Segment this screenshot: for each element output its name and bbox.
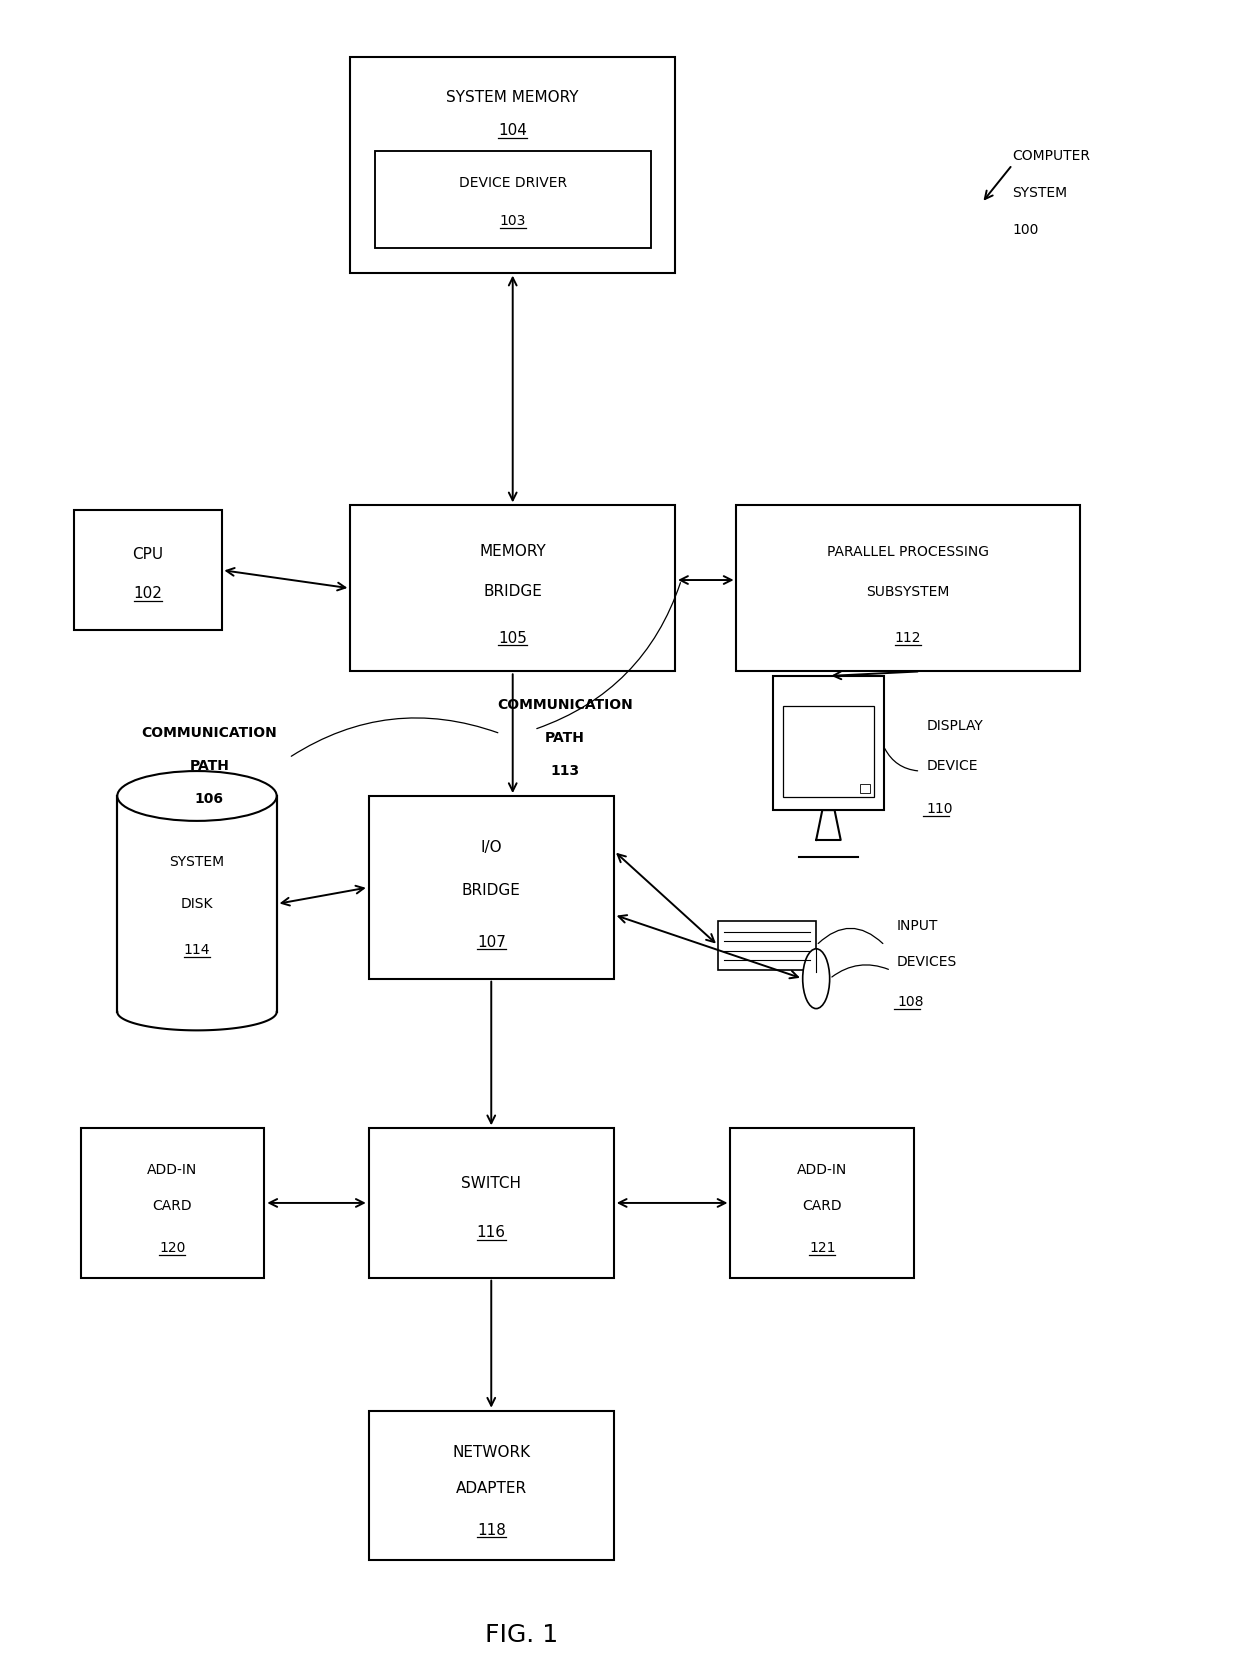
Ellipse shape xyxy=(802,948,830,1008)
Text: DISK: DISK xyxy=(181,896,213,911)
Text: 114: 114 xyxy=(184,943,211,958)
Text: SYSTEM: SYSTEM xyxy=(1012,186,1068,199)
Text: 120: 120 xyxy=(159,1241,186,1255)
Text: 104: 104 xyxy=(498,124,527,139)
Text: 110: 110 xyxy=(926,802,954,816)
Text: FIG. 1: FIG. 1 xyxy=(485,1623,558,1647)
Bar xyxy=(861,784,870,794)
Text: 108: 108 xyxy=(897,995,924,1008)
Bar xyxy=(74,511,222,630)
Bar xyxy=(718,921,816,970)
Bar xyxy=(350,57,675,273)
Text: 113: 113 xyxy=(551,764,579,779)
Text: 106: 106 xyxy=(195,792,223,806)
Bar xyxy=(784,705,874,797)
Text: 116: 116 xyxy=(476,1226,506,1241)
Bar xyxy=(737,506,1080,672)
Bar xyxy=(350,506,675,672)
Text: ADD-IN: ADD-IN xyxy=(148,1162,197,1178)
Text: COMMUNICATION: COMMUNICATION xyxy=(141,725,277,740)
Text: ADAPTER: ADAPTER xyxy=(455,1481,527,1496)
Text: PARALLEL PROCESSING: PARALLEL PROCESSING xyxy=(827,544,990,559)
Bar xyxy=(368,1129,614,1278)
Bar xyxy=(81,1129,264,1278)
Text: SUBSYSTEM: SUBSYSTEM xyxy=(867,585,950,598)
Text: BRIDGE: BRIDGE xyxy=(461,883,521,898)
Text: 107: 107 xyxy=(477,935,506,950)
Text: SYSTEM: SYSTEM xyxy=(170,856,224,869)
Text: SWITCH: SWITCH xyxy=(461,1176,521,1191)
Text: CARD: CARD xyxy=(802,1199,842,1213)
Text: 103: 103 xyxy=(500,214,526,228)
Text: DEVICES: DEVICES xyxy=(897,955,957,970)
Bar xyxy=(368,1410,614,1559)
Text: CARD: CARD xyxy=(153,1199,192,1213)
Text: MEMORY: MEMORY xyxy=(480,544,546,559)
Text: PATH: PATH xyxy=(544,730,585,745)
Text: COMPUTER: COMPUTER xyxy=(1012,149,1090,164)
Text: 112: 112 xyxy=(895,631,921,645)
Text: DISPLAY: DISPLAY xyxy=(926,719,983,734)
Text: NETWORK: NETWORK xyxy=(453,1446,531,1461)
Text: 121: 121 xyxy=(808,1241,836,1255)
Bar xyxy=(774,677,884,811)
Text: SYSTEM MEMORY: SYSTEM MEMORY xyxy=(446,90,579,106)
Text: 100: 100 xyxy=(1012,223,1039,236)
Text: DEVICE: DEVICE xyxy=(926,759,978,774)
Bar xyxy=(374,151,651,248)
Text: INPUT: INPUT xyxy=(897,918,939,933)
Text: CPU: CPU xyxy=(133,548,164,563)
Text: COMMUNICATION: COMMUNICATION xyxy=(497,697,632,712)
Bar xyxy=(730,1129,914,1278)
Text: ADD-IN: ADD-IN xyxy=(797,1162,847,1178)
Text: PATH: PATH xyxy=(190,759,229,774)
Text: 118: 118 xyxy=(477,1523,506,1538)
Text: 102: 102 xyxy=(134,586,162,601)
Ellipse shape xyxy=(118,770,277,821)
Text: BRIDGE: BRIDGE xyxy=(484,585,542,600)
Text: 105: 105 xyxy=(498,631,527,645)
Text: DEVICE DRIVER: DEVICE DRIVER xyxy=(459,176,567,191)
Bar xyxy=(368,796,614,978)
Text: I/O: I/O xyxy=(480,839,502,854)
Bar xyxy=(118,796,277,1012)
